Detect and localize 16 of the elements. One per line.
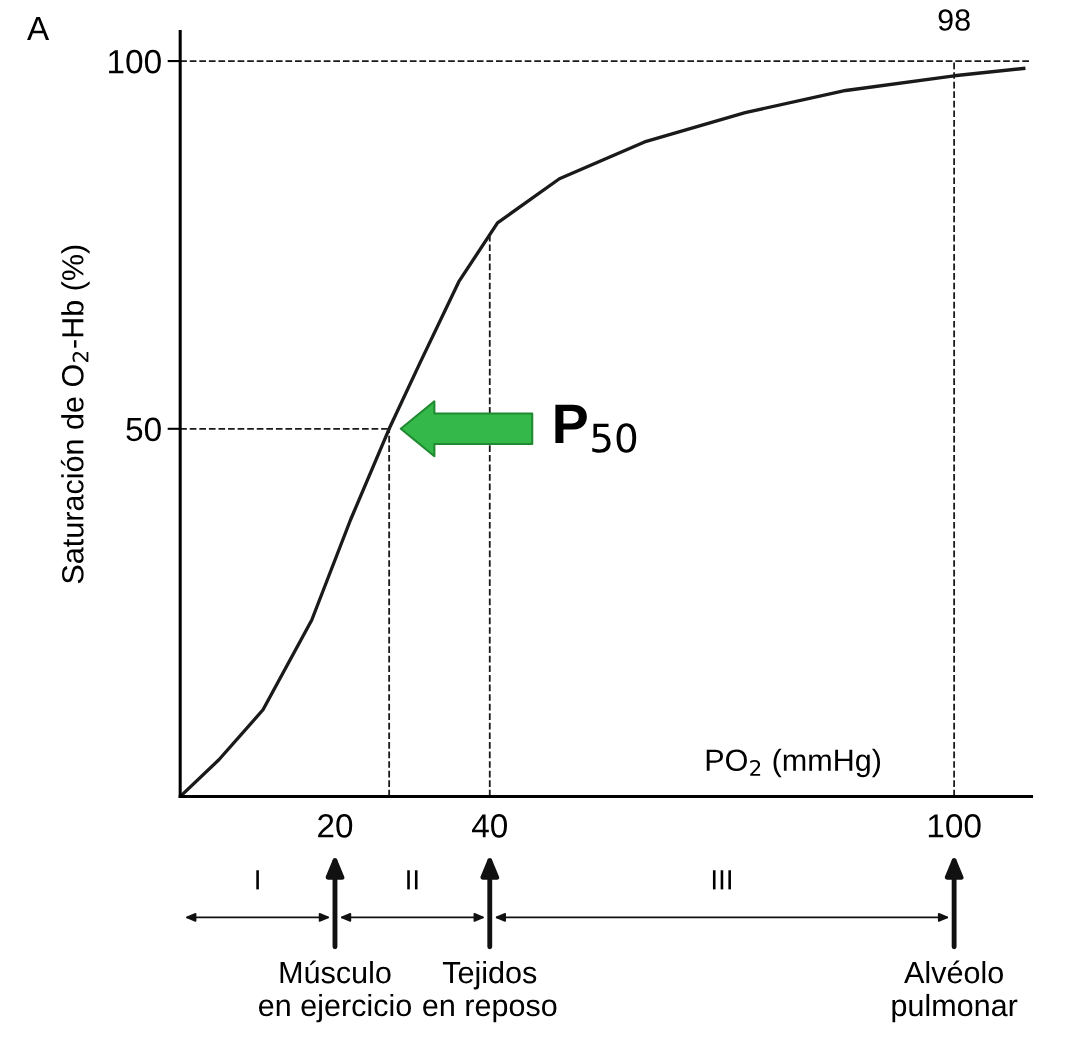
x-tick-label: 100 — [928, 814, 981, 838]
y-tick-label: 50 — [126, 417, 161, 442]
text: A — [27, 17, 50, 40]
text: II — [407, 870, 418, 890]
text: Músculo en ejercicio — [259, 960, 411, 1023]
x-tick-label: 40 — [472, 814, 507, 838]
line-series — [180, 66, 1026, 797]
x-tick-label: 20 — [318, 814, 353, 838]
annotation: 98 — [938, 9, 970, 31]
annotation: P$_{50}$ — [555, 404, 637, 453]
text: Tejidos en reposo — [423, 960, 557, 1023]
y-axis-title: Saturación de O$_{2}$-Hb (%) — [60, 245, 90, 584]
text: III — [712, 870, 731, 890]
text: I — [256, 870, 259, 890]
x-axis-title: PO$_{2}$ (mmHg) — [706, 748, 881, 778]
text: Alvéolo pulmonar — [892, 960, 1018, 1023]
